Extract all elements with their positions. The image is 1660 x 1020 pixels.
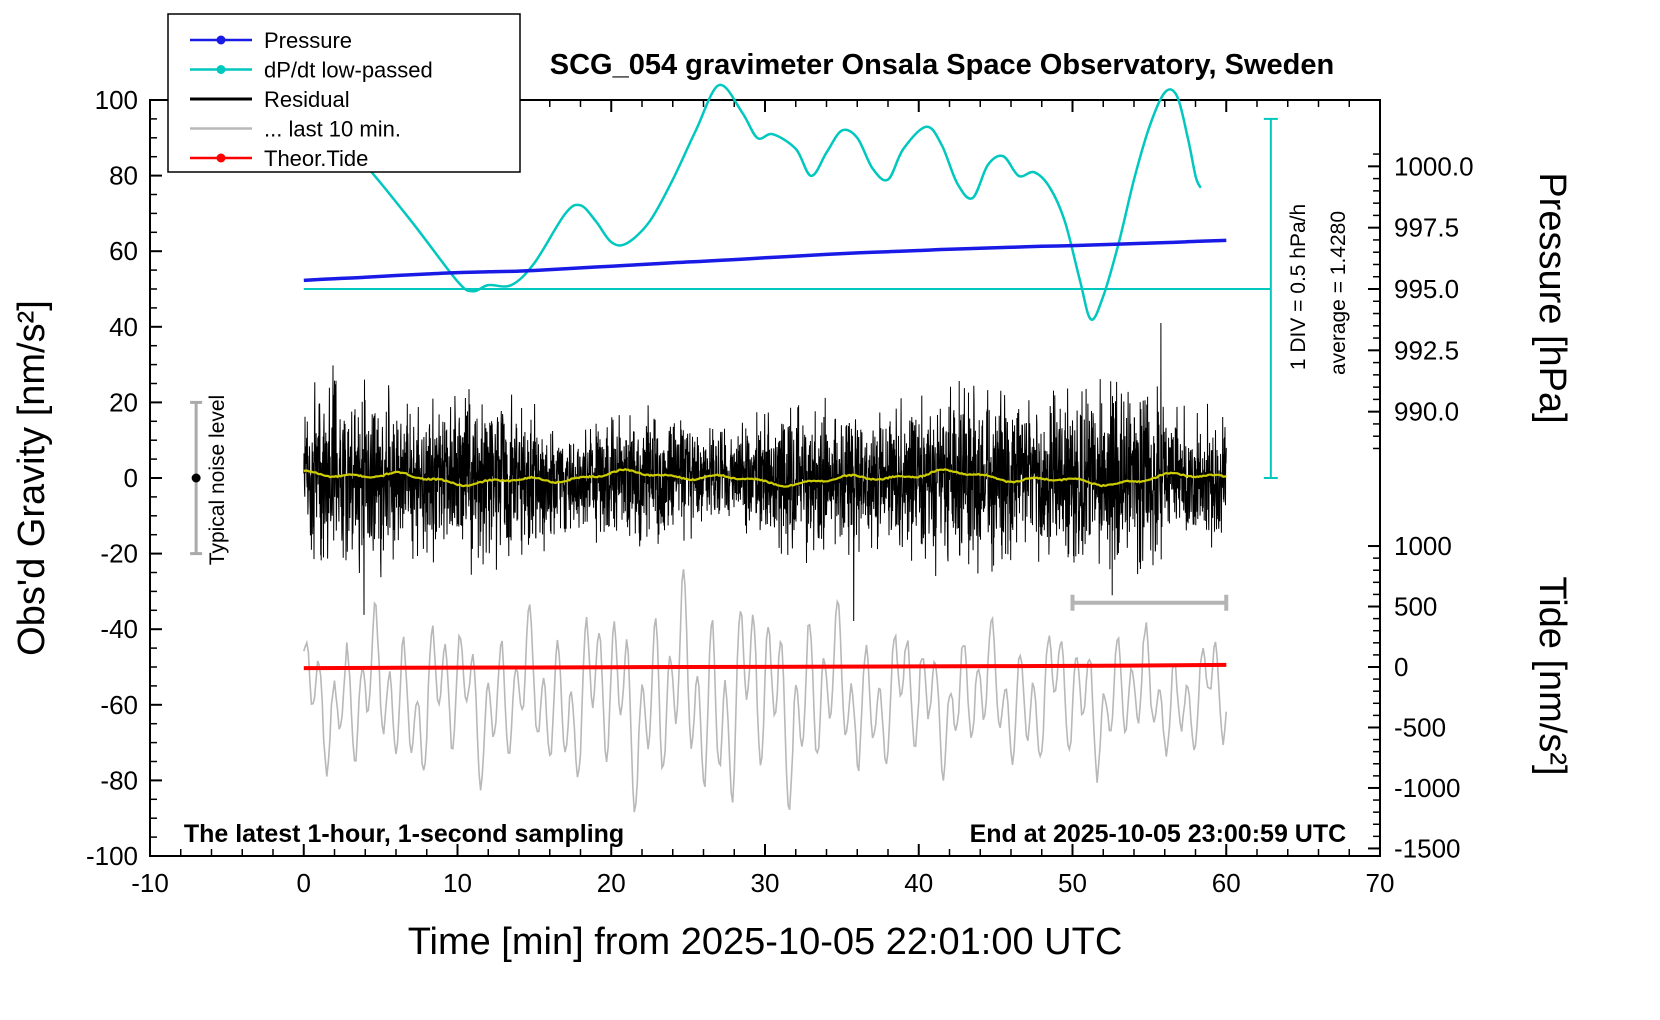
tide-tick-label: 500 [1394, 592, 1437, 622]
pressure-tick-label: 995.0 [1394, 274, 1459, 304]
x-tick-label: 60 [1212, 868, 1241, 898]
x-axis-label: Time [min] from 2025-10-05 22:01:00 UTC [408, 921, 1123, 963]
legend-label-3: ... last 10 min. [264, 117, 401, 142]
gravity-tick-label: -60 [100, 690, 138, 720]
sampling-note: The latest 1-hour, 1-second sampling [184, 820, 624, 848]
y-axis-label-gravity: Obs'd Gravity [nm/s²] [11, 300, 53, 656]
pressure-tick-label: 992.5 [1394, 335, 1459, 365]
gravity-tick-label: 0 [124, 463, 138, 493]
x-tick-label: 50 [1058, 868, 1087, 898]
typical-noise-level-label: Typical noise level [206, 395, 229, 565]
gravity-tick-label: -100 [86, 841, 138, 871]
x-tick-label: 40 [904, 868, 933, 898]
end-time-note: End at 2025-10-05 23:00:59 UTC [970, 820, 1347, 848]
typical-noise-level-dot [191, 473, 201, 483]
gravity-tick-label: 80 [109, 161, 138, 191]
gravity-tick-label: 40 [109, 312, 138, 342]
residual-lowpass-line [303, 467, 1227, 488]
pressure-tick-label: 997.5 [1394, 213, 1459, 243]
pressure-tick-label: 1000.0 [1394, 151, 1474, 181]
legend-label-1: dP/dt low-passed [264, 58, 433, 83]
axes: -10 0 10 20 30 40 50 60 70-100-80-60-40-20020406… [86, 85, 1474, 898]
dpdt-lowpassed-line [328, 83, 1202, 321]
tide-tick-label: -1000 [1394, 773, 1461, 803]
y-axis-label-pressure: Pressure [hPa] [1531, 172, 1573, 423]
gravity-tick-label: 20 [109, 387, 138, 417]
legend-marker-4 [216, 153, 226, 163]
theor-tide-line [303, 662, 1227, 671]
tide-tick-label: -500 [1394, 712, 1446, 742]
div-scale-annotation: 1 DIV = 0.5 hPa/h [1287, 204, 1310, 370]
legend-label-2: Residual [264, 87, 350, 112]
tide-tick-label: 0 [1394, 652, 1408, 682]
x-tick-label: 70 [1366, 868, 1395, 898]
legend-label-4: Theor.Tide [264, 146, 368, 171]
gravity-tick-label: 60 [109, 236, 138, 266]
last-10-min-trace [303, 569, 1228, 813]
y-axis-label-tide: Tide [nm/s²] [1531, 576, 1573, 775]
legend-marker-0 [216, 35, 226, 45]
x-tick-label: 30 [751, 868, 780, 898]
tide-tick-label: -1500 [1394, 833, 1461, 863]
legend: Pressure dP/dt low-passed Residual ... last… [167, 13, 521, 173]
x-tick-label: -10 [131, 868, 169, 898]
gravity-tick-label: -40 [100, 614, 138, 644]
pressure-tick-label: 990.0 [1394, 397, 1459, 427]
legend-marker-1 [216, 65, 226, 74]
gravity-tick-label: -20 [100, 539, 138, 569]
x-tick-label: 10 [443, 868, 472, 898]
pressure-line [303, 238, 1227, 283]
last-10-min-window-bar [1070, 594, 1229, 611]
x-tick-label: 20 [597, 868, 626, 898]
gravity-tick-label: -80 [100, 765, 138, 795]
dpdt-scale-bar [1263, 117, 1278, 479]
chart-title: SCG_054 gravimeter Onsala Space Observat… [550, 49, 1334, 81]
x-tick-label: 0 [297, 868, 311, 898]
gravity-tick-label: 100 [95, 85, 138, 115]
average-annotation: average = 1.4280 [1327, 211, 1350, 375]
tide-tick-label: 1000 [1394, 531, 1452, 561]
legend-label-0: Pressure [264, 28, 352, 53]
